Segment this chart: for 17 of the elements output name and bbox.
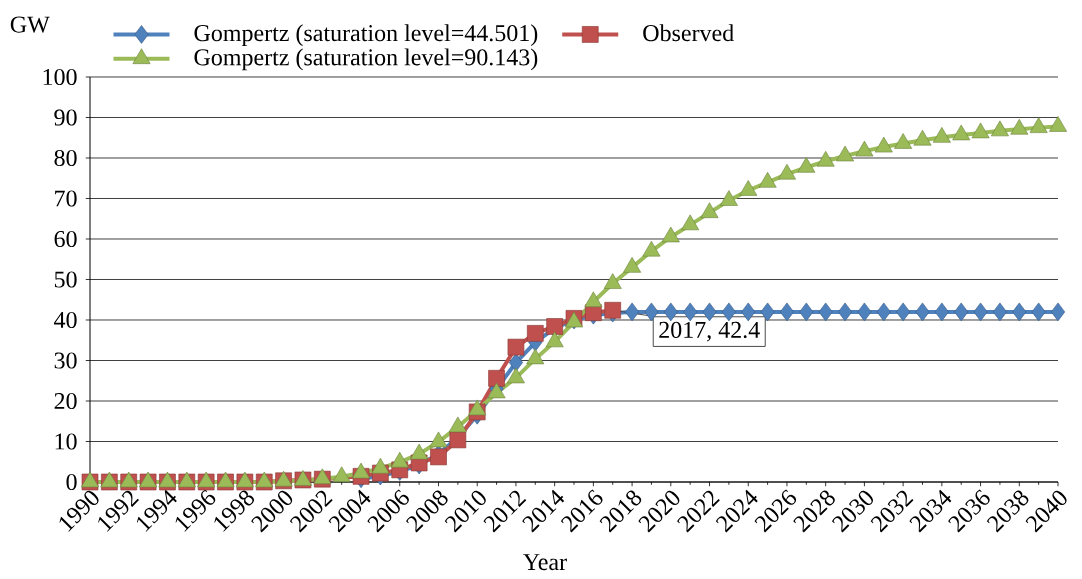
y-tick-label: 80 <box>54 149 77 167</box>
legend-label: Gompertz (saturation level=44.501) <box>194 24 538 47</box>
x-axis-title: Year <box>523 554 567 571</box>
y-axis-title: GW <box>10 16 50 33</box>
y-tick-label: 90 <box>54 109 77 126</box>
legend-label: Gompertz (saturation level=90.143) <box>194 48 538 71</box>
y-tick-label: 40 <box>54 311 77 329</box>
y-tick-label: 30 <box>54 352 77 369</box>
y-tick-label: 20 <box>54 392 77 410</box>
y-tick-label: 70 <box>55 190 77 207</box>
y-tick-label: 10 <box>55 433 77 450</box>
y-tick-label: 100 <box>43 68 77 86</box>
y-tick-label: 0 <box>66 473 77 491</box>
annotation: 2017, 42.4 <box>659 321 760 342</box>
y-tick-label: 50 <box>54 271 77 288</box>
y-tick-label: 60 <box>54 230 77 248</box>
legend-label: Observed <box>643 24 734 42</box>
